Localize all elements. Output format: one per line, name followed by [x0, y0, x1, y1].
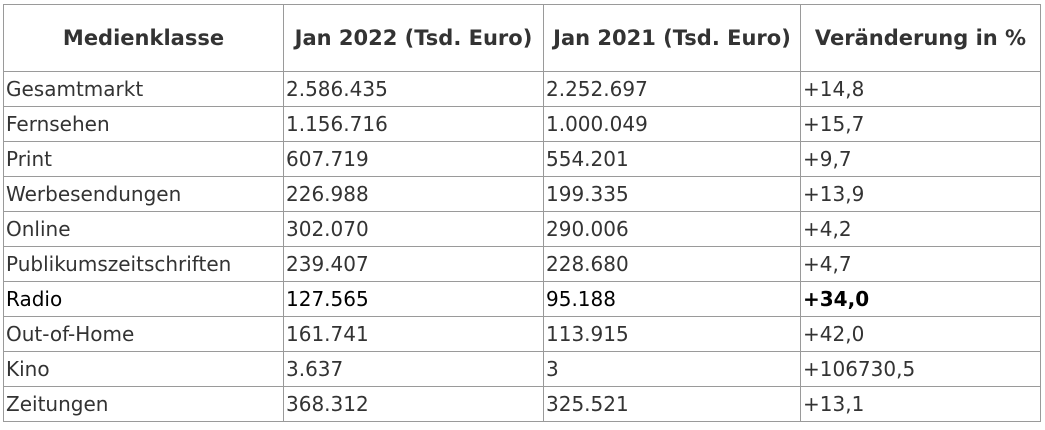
table-row: Print 607.719 554.201 +9,7 [3, 141, 1041, 177]
header-row: Medienklasse Jan 2022 (Tsd. Euro) Jan 2021… [3, 4, 1041, 72]
table-row: Out-of-Home 161.741 113.915 +42,0 [3, 316, 1041, 352]
row-label: Kino [3, 351, 284, 387]
cell: 228.680 [543, 246, 801, 282]
cell: 127.565 [283, 281, 544, 317]
cell: 2.586.435 [283, 71, 544, 107]
row-label: Werbesendungen [3, 176, 284, 212]
table-row: Werbesendungen 226.988 199.335 +13,9 [3, 176, 1041, 212]
table-row: Radio 127.565 95.188 +34,0 [3, 281, 1041, 317]
cell: 302.070 [283, 211, 544, 247]
table-row: Kino 3.637 3 +106730,5 [3, 351, 1041, 387]
cell: 199.335 [543, 176, 801, 212]
row-label: Print [3, 141, 284, 177]
header-cell: Jan 2021 (Tsd. Euro) [543, 4, 801, 72]
cell: +9,7 [800, 141, 1041, 177]
cell: 226.988 [283, 176, 544, 212]
header-cell: Jan 2022 (Tsd. Euro) [283, 4, 544, 72]
cell: +34,0 [800, 281, 1041, 317]
cell: 95.188 [543, 281, 801, 317]
cell: 1.000.049 [543, 106, 801, 142]
cell: 3 [543, 351, 801, 387]
cell: +14,8 [800, 71, 1041, 107]
table-row: Online 302.070 290.006 +4,2 [3, 211, 1041, 247]
cell: +4,2 [800, 211, 1041, 247]
cell: 113.915 [543, 316, 801, 352]
cell: +13,9 [800, 176, 1041, 212]
cell: 607.719 [283, 141, 544, 177]
row-label: Radio [3, 281, 284, 317]
table-row: Zeitungen 368.312 325.521 +13,1 [3, 386, 1041, 422]
cell: 3.637 [283, 351, 544, 387]
cell: 554.201 [543, 141, 801, 177]
row-label: Out-of-Home [3, 316, 284, 352]
row-label: Zeitungen [3, 386, 284, 422]
table-row: Publikumszeitschriften 239.407 228.680 +4,7 [3, 246, 1041, 282]
table-wrapper: Medienklasse Jan 2022 (Tsd. Euro) Jan 2021… [3, 4, 1041, 422]
table-row: Fernsehen 1.156.716 1.000.049 +15,7 [3, 106, 1041, 142]
row-label: Publikumszeitschriften [3, 246, 284, 282]
cell: 161.741 [283, 316, 544, 352]
cell: 2.252.697 [543, 71, 801, 107]
row-label: Fernsehen [3, 106, 284, 142]
header-cell: Medienklasse [3, 4, 284, 72]
cell: 325.521 [543, 386, 801, 422]
header-cell: Veränderung in % [800, 4, 1041, 72]
table-body: Gesamtmarkt 2.586.435 2.252.697 +14,8 Fernse… [3, 71, 1041, 422]
media-table: Medienklasse Jan 2022 (Tsd. Euro) Jan 2021… [3, 4, 1041, 422]
cell: 290.006 [543, 211, 801, 247]
cell: 368.312 [283, 386, 544, 422]
table-row: Gesamtmarkt 2.586.435 2.252.697 +14,8 [3, 71, 1041, 107]
cell: 1.156.716 [283, 106, 544, 142]
cell: +15,7 [800, 106, 1041, 142]
cell: +4,7 [800, 246, 1041, 282]
row-label: Online [3, 211, 284, 247]
cell: +106730,5 [800, 351, 1041, 387]
cell: 239.407 [283, 246, 544, 282]
cell: +13,1 [800, 386, 1041, 422]
row-label: Gesamtmarkt [3, 71, 284, 107]
cell: +42,0 [800, 316, 1041, 352]
